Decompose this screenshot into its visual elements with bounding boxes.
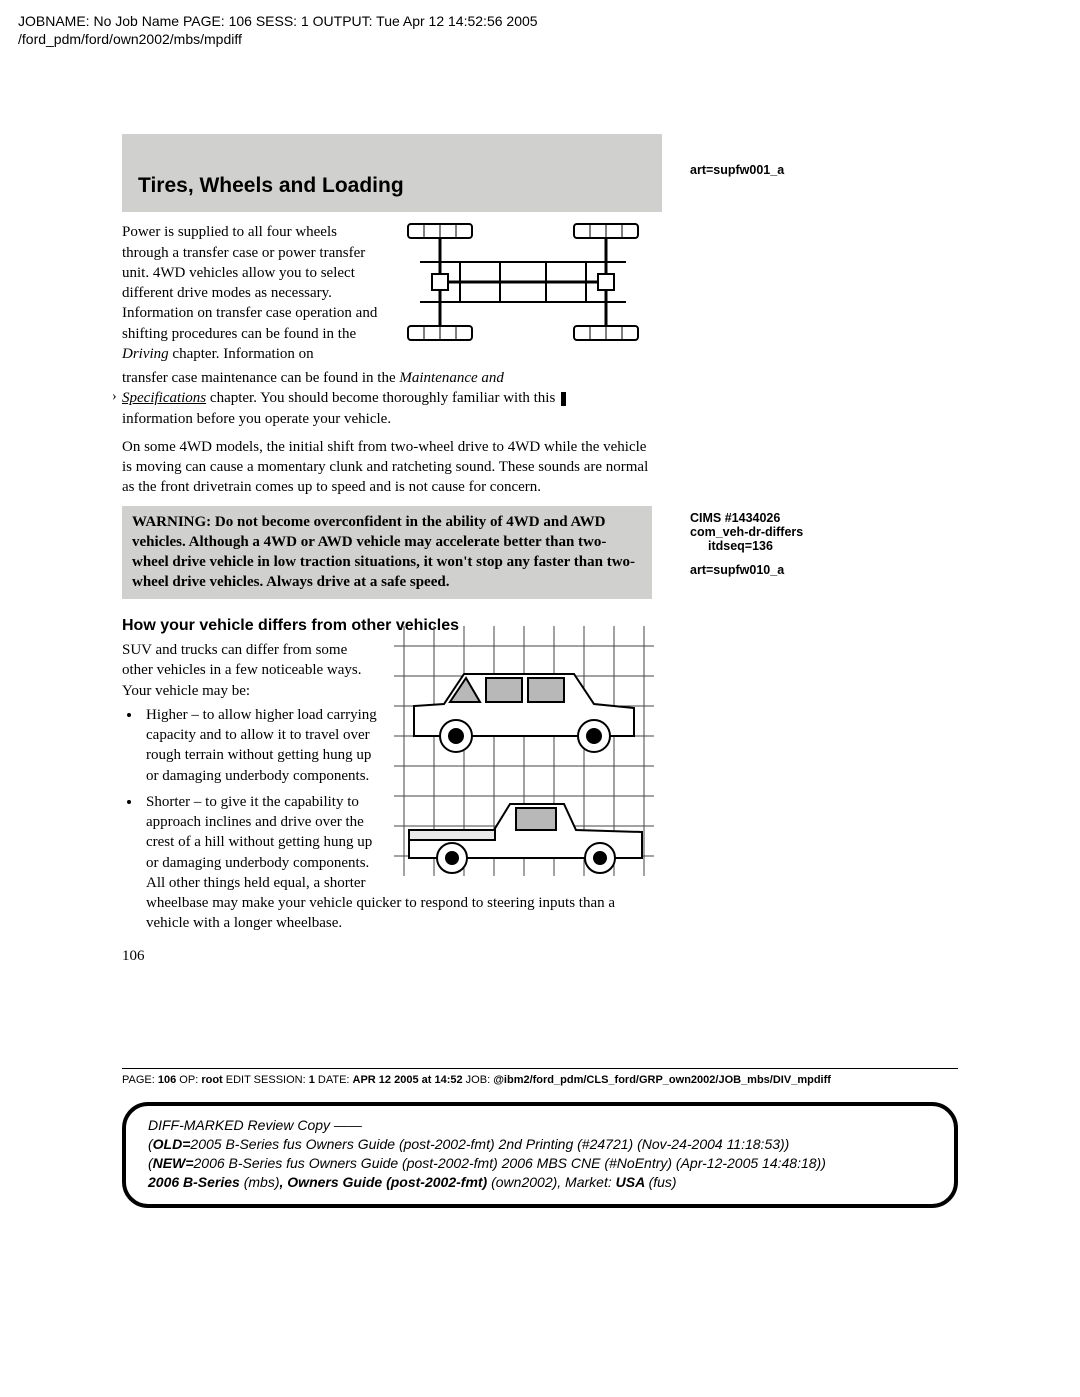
ft-edit-lbl: EDIT SESSION: [226,1074,309,1086]
p1e: information before you operate your vehi… [122,411,391,427]
ft-edit-v: 1 [309,1074,315,1086]
li1: Higher – to allow higher load carrying c… [146,705,378,786]
para-3: SUV and trucks can differ from some othe… [122,640,378,701]
rv-l2c: 2005 B-Series fus Owners Guide (post-200… [190,1136,789,1152]
ft-job-lbl: JOB: [466,1074,494,1086]
sidenote-art1: art=supfw001_a [690,164,784,178]
para-1-narrow: Power is supplied to all four wheels thr… [122,222,378,364]
review-l4: 2006 B-Series (mbs), Owners Guide (post-… [148,1173,932,1192]
rv-l4d: (own2002) [491,1174,557,1190]
sidenote-art2: art=supfw010_a [690,564,784,578]
rv-l2b: OLD= [153,1136,191,1152]
rv-l4a: 2006 B-Series [148,1174,244,1190]
ft-page-v: 106 [158,1074,176,1086]
p1d: chapter. You should become thoroughly fa… [206,390,559,406]
warning-box: WARNING: Do not become overconfident in … [122,506,652,599]
rv-l4f: USA [616,1174,649,1190]
rv-l4b: (mbs) [244,1174,280,1190]
ft-page-lbl: PAGE: [122,1074,158,1086]
body-area: Power is supplied to all four wheels thr… [122,222,958,966]
p1b: chapter. Information on [169,346,314,362]
para-1-wide: transfer case maintenance can be found i… [122,368,652,429]
ft-job-v: @ibm2/ford_pdm/CLS_ford/GRP_own2002/JOB_… [493,1074,831,1086]
para-2: On some 4WD models, the initial shift fr… [122,437,652,498]
print-meta-header: JOBNAME: No Job Name PAGE: 106 SESS: 1 O… [0,0,1080,48]
review-l3: (NEW=2006 B-Series fus Owners Guide (pos… [148,1154,932,1173]
ft-date-v: APR 12 2005 at 14:52 [353,1074,463,1086]
vehicles-figure [394,626,654,876]
diff-caret-icon: › [112,388,117,407]
ft-op-lbl: OP: [179,1074,201,1086]
p1-driving: Driving [122,346,169,362]
section-title-band: Tires, Wheels and Loading [122,134,662,212]
meta-line-1: JOBNAME: No Job Name PAGE: 106 SESS: 1 O… [18,12,1062,30]
review-l2: (OLD=2005 B-Series fus Owners Guide (pos… [148,1135,932,1154]
cims-line2: com_veh-dr-differs [690,526,803,540]
p1-maint: Maintenance and [399,370,504,386]
sidenote-cims: CIMS #1434026 com_veh-dr-differs itdseq=… [690,512,803,553]
p1c: transfer case maintenance can be found i… [122,370,399,386]
ft-date-lbl: DATE: [318,1074,353,1086]
page-content: Tires, Wheels and Loading [122,134,958,966]
ft-op-v: root [201,1074,222,1086]
page-number: 106 [122,946,958,966]
rv-l4g: (fus) [649,1174,677,1190]
section-title: Tires, Wheels and Loading [138,172,646,200]
cims-line3: itdseq=136 [690,540,803,554]
cims-line1: CIMS #1434026 [690,512,803,526]
p1-spec: Specifications [122,390,206,406]
p1a: Power is supplied to all four wheels thr… [122,224,377,341]
li2b: wheelbase may make your vehicle quicker … [146,893,656,934]
rv-l3b: NEW= [153,1155,194,1171]
meta-line-2: /ford_pdm/ford/own2002/mbs/mpdiff [18,30,1062,48]
rv-l4e: , Market: [557,1174,615,1190]
footer-jobline: PAGE: 106 OP: root EDIT SESSION: 1 DATE:… [122,1068,958,1088]
review-copy-box: DIFF-MARKED Review Copy —— (OLD=2005 B-S… [122,1102,958,1208]
li2a: Shorter – to give it the capability to a… [146,792,378,893]
chassis-figure [390,222,656,342]
review-l1: DIFF-MARKED Review Copy —— [148,1116,932,1135]
rv-l4c: , Owners Guide (post-2002-fmt) [280,1174,492,1190]
rv-l3c: 2006 B-Series fus Owners Guide (post-200… [194,1155,826,1171]
diff-mark-icon [561,392,566,406]
